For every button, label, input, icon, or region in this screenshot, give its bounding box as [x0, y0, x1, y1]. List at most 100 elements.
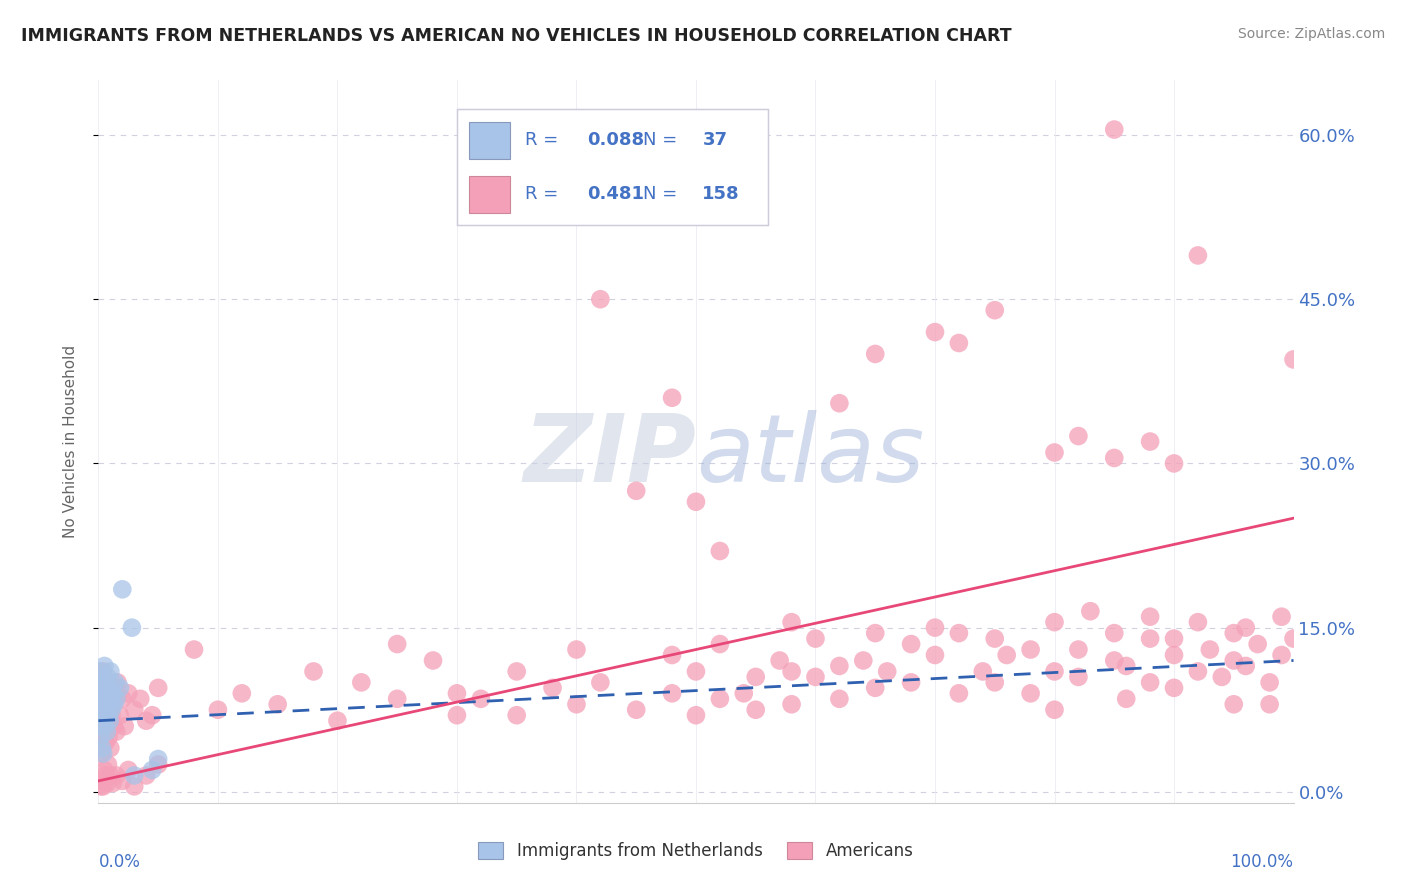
Point: [98, 714, 121, 728]
Point: [326, 714, 349, 728]
Point: [1223, 653, 1246, 667]
Point: [97, 698, 120, 712]
Point: [97, 757, 120, 772]
Point: [98, 768, 122, 782]
Point: [91, 773, 114, 788]
Point: [89, 708, 111, 723]
Point: [94, 691, 117, 706]
Point: [541, 681, 564, 695]
Point: [709, 544, 731, 558]
Text: IMMIGRANTS FROM NETHERLANDS VS AMERICAN NO VEHICLES IN HOUSEHOLD CORRELATION CHA: IMMIGRANTS FROM NETHERLANDS VS AMERICAN …: [21, 27, 1012, 45]
Point: [98, 741, 122, 756]
Point: [626, 483, 648, 498]
Point: [350, 675, 373, 690]
Point: [89, 730, 111, 744]
Point: [865, 681, 887, 695]
Point: [93, 681, 115, 695]
Point: [506, 708, 529, 723]
Point: [1234, 621, 1257, 635]
Point: [101, 681, 124, 695]
Point: [98, 681, 121, 695]
Point: [96, 714, 118, 728]
Point: [446, 708, 468, 723]
Point: [104, 691, 127, 706]
Point: [105, 691, 128, 706]
Point: [91, 703, 114, 717]
Point: [103, 719, 125, 733]
Point: [96, 670, 118, 684]
Point: [1104, 653, 1126, 667]
Point: [91, 698, 114, 712]
Point: [97, 703, 120, 717]
Point: [1104, 450, 1126, 465]
Point: [90, 730, 112, 744]
Point: [111, 691, 134, 706]
Point: [1163, 648, 1185, 662]
Point: [385, 637, 409, 651]
Point: [828, 396, 851, 410]
Point: [1067, 642, 1090, 657]
Point: [89, 703, 111, 717]
Point: [661, 391, 683, 405]
Point: [93, 708, 115, 723]
Point: [685, 494, 707, 508]
Point: [506, 665, 529, 679]
Point: [90, 665, 112, 679]
Point: [1139, 434, 1161, 449]
Point: [148, 752, 170, 766]
Point: [900, 675, 922, 690]
Point: [446, 686, 468, 700]
Point: [745, 703, 768, 717]
Point: [1043, 615, 1066, 630]
Point: [98, 665, 122, 679]
Point: [984, 675, 1007, 690]
Point: [828, 659, 851, 673]
Point: [96, 686, 118, 700]
Point: [1019, 686, 1042, 700]
Point: [94, 719, 117, 733]
Point: [626, 703, 648, 717]
Text: Source: ZipAtlas.com: Source: ZipAtlas.com: [1237, 27, 1385, 41]
Point: [98, 686, 121, 700]
Point: [1043, 445, 1066, 459]
Point: [1223, 626, 1246, 640]
Point: [661, 648, 683, 662]
Point: [90, 747, 112, 761]
Point: [385, 691, 409, 706]
Point: [124, 780, 146, 794]
Text: 0.0%: 0.0%: [98, 854, 141, 871]
Point: [565, 698, 588, 712]
Point: [108, 708, 131, 723]
Point: [89, 681, 111, 695]
Point: [96, 675, 118, 690]
Point: [1115, 691, 1137, 706]
Point: [100, 708, 122, 723]
Point: [94, 768, 117, 782]
Point: [948, 626, 970, 640]
Point: [100, 703, 122, 717]
Point: [804, 632, 827, 646]
Point: [1139, 632, 1161, 646]
Point: [91, 698, 114, 712]
Point: [589, 675, 612, 690]
Point: [91, 747, 114, 761]
Point: [96, 724, 118, 739]
Point: [98, 691, 122, 706]
Point: [97, 708, 120, 723]
Point: [114, 719, 136, 733]
Point: [780, 698, 803, 712]
Point: [93, 681, 115, 695]
Point: [948, 686, 970, 700]
Point: [124, 703, 146, 717]
Point: [94, 735, 117, 749]
Point: [231, 686, 253, 700]
Point: [709, 637, 731, 651]
Point: [565, 642, 588, 657]
Point: [1139, 675, 1161, 690]
Point: [852, 653, 875, 667]
Point: [685, 665, 707, 679]
Point: [995, 648, 1018, 662]
Point: [98, 698, 122, 712]
Point: [1163, 681, 1185, 695]
Point: [948, 336, 970, 351]
